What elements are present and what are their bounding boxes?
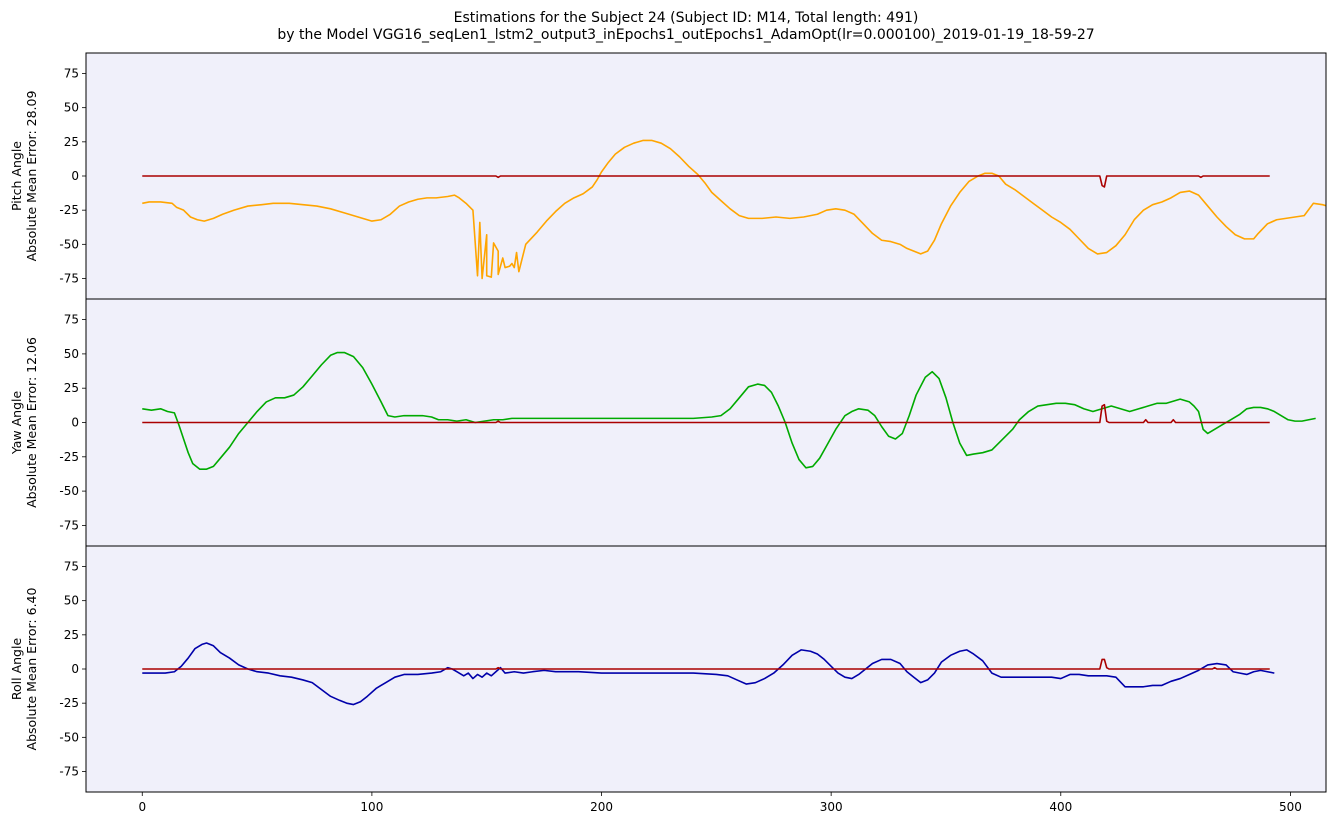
roll-ytick-label: 50 — [64, 594, 79, 608]
roll-ytick-label: -75 — [59, 765, 79, 779]
roll-xtick-label: 200 — [590, 800, 613, 814]
yaw-ylabel-line-2: Absolute Mean Error: 12.06 — [24, 337, 39, 508]
roll-ylabel-line-1: Roll Angle — [9, 638, 24, 701]
roll-xtick-label: 400 — [1049, 800, 1072, 814]
roll-ytick-label: -25 — [59, 696, 79, 710]
roll-ylabel-line-2: Absolute Mean Error: 6.40 — [24, 588, 39, 751]
figure-title-line-2: by the Model VGG16_seqLen1_lstm2_output3… — [277, 27, 1094, 43]
pitch-ytick-label: 75 — [64, 67, 79, 81]
pitch-ytick-label: -25 — [59, 203, 79, 217]
roll-panel: -75 -50 -25 0 25 50 75 0 100 200 300 400 500 Roll Ang… — [9, 545, 1327, 814]
roll-xtick-label: 0 — [138, 800, 146, 814]
pitch-ylabel-line-1: Pitch Angle — [9, 141, 24, 211]
pitch-ytick-label: 50 — [64, 101, 79, 115]
pitch-ytick-label: 25 — [64, 135, 79, 149]
pitch-ytick-label: -75 — [59, 272, 79, 286]
yaw-ytick-label: 50 — [64, 347, 79, 361]
yaw-ground_truth-line — [142, 403, 1270, 424]
yaw-ytick-label: -25 — [59, 450, 79, 464]
roll-estimation-line — [142, 642, 1275, 706]
roll-ytick-label: 75 — [64, 560, 79, 574]
yaw-panel: -75 -50 -25 0 25 50 75 Yaw Angle Absolute Mean E… — [9, 298, 1327, 550]
yaw-ytick-label: 25 — [64, 381, 79, 395]
pitch-ytick-label: -50 — [59, 237, 79, 251]
yaw-estimation-line — [142, 351, 1316, 470]
roll-ground_truth-line — [142, 658, 1270, 670]
figure-title-line-1: Estimations for the Subject 24 (Subject … — [454, 10, 919, 26]
roll-xtick-label: 500 — [1279, 800, 1302, 814]
roll-xtick-label: 100 — [360, 800, 383, 814]
yaw-ylabel-line-1: Yaw Angle — [9, 391, 24, 456]
yaw-ytick-label: 0 — [71, 416, 79, 430]
yaw-ytick-label: -75 — [59, 518, 79, 532]
pitch-ground_truth-line — [142, 175, 1270, 188]
yaw-ytick-label: 75 — [64, 313, 79, 327]
pitch-estimation-line — [142, 139, 1326, 280]
yaw-ytick-label: -50 — [59, 484, 79, 498]
pitch-ylabel-line-2: Absolute Mean Error: 28.09 — [24, 91, 39, 262]
roll-xtick-label: 300 — [820, 800, 843, 814]
roll-ytick-label: -50 — [59, 730, 79, 744]
pitch-panel: -75 -50 -25 0 25 50 75 Pitch Angle Absolute Mean… — [9, 52, 1327, 303]
roll-ytick-label: 0 — [71, 662, 79, 676]
roll-ytick-label: 25 — [64, 628, 79, 642]
pitch-ytick-label: 0 — [71, 169, 79, 183]
